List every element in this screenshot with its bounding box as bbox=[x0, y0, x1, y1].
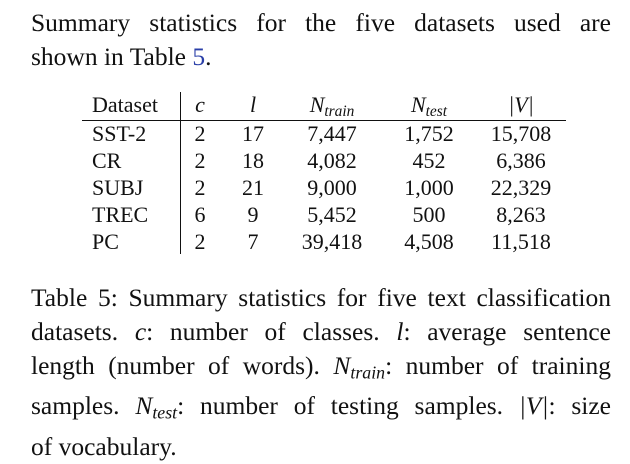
cell-ntrain: 9,000 bbox=[307, 175, 357, 200]
intro-line-2-prefix: shown in Table bbox=[31, 42, 186, 71]
cell-l: 17 bbox=[242, 121, 264, 146]
cell-c: 2 bbox=[194, 229, 206, 254]
cell-ntrain: 7,447 bbox=[307, 121, 357, 146]
cell-vocab: 8,263 bbox=[496, 202, 546, 227]
cell-c: 6 bbox=[194, 202, 206, 227]
caption-text: length (number of words). bbox=[31, 351, 320, 380]
intro-line-2-suffix: . bbox=[205, 42, 212, 71]
intro-line-1: Summary statistics for the five datasets… bbox=[31, 8, 611, 37]
cell-vocab: 22,329 bbox=[490, 175, 552, 200]
caption-math-sub: train bbox=[350, 362, 386, 383]
cell-c: 2 bbox=[194, 175, 206, 200]
cell-ntrain: 39,418 bbox=[301, 229, 363, 254]
cell-ntest: 1,752 bbox=[404, 121, 454, 146]
cell-c: 2 bbox=[194, 148, 206, 173]
cell-ntrain: 4,082 bbox=[307, 148, 357, 173]
caption-math-n: N bbox=[135, 391, 153, 421]
cell-l: 7 bbox=[247, 229, 259, 254]
cell-dataset: SUBJ bbox=[92, 175, 144, 200]
header-ntrain-base: N bbox=[309, 92, 325, 117]
cell-l: 18 bbox=[242, 148, 264, 173]
cell-l: 21 bbox=[242, 175, 264, 200]
table-caption: Table 5: Summary statistics for five tex… bbox=[31, 281, 611, 464]
caption-math-v: |V| bbox=[518, 391, 549, 421]
intro-paragraph: Summary statistics for the five datasets… bbox=[31, 6, 611, 74]
header-ntrain-sub: train bbox=[324, 102, 355, 120]
cell-dataset: PC bbox=[92, 229, 119, 254]
cell-ntest: 452 bbox=[412, 148, 446, 173]
cell-vocab: 11,518 bbox=[491, 229, 551, 254]
caption-text: : number of training bbox=[385, 351, 611, 380]
header-ntest-base: N bbox=[410, 92, 426, 117]
cell-ntrain: 5,452 bbox=[307, 202, 357, 227]
cell-ntest: 1,000 bbox=[404, 175, 454, 200]
caption-line-1: Table 5: Summary statistics for five tex… bbox=[31, 283, 611, 312]
caption-text: datasets. bbox=[31, 317, 119, 346]
caption-text: : average sentence bbox=[403, 317, 611, 346]
caption-text: : number of classes. bbox=[146, 317, 380, 346]
header-ntest: Ntest bbox=[386, 92, 472, 125]
cell-dataset: CR bbox=[92, 148, 122, 173]
caption-math-sub: test bbox=[152, 402, 178, 423]
caption-line-3: length (number of words). Ntrain: number… bbox=[31, 349, 611, 389]
cell-c: 2 bbox=[194, 121, 206, 146]
caption-line-4: samples. Ntest: number of testing sample… bbox=[31, 389, 611, 429]
caption-text: : number of testing samples. bbox=[177, 391, 504, 421]
cell-dataset: TREC bbox=[92, 202, 149, 227]
caption-text: samples. bbox=[31, 391, 120, 421]
header-l: l bbox=[249, 92, 257, 117]
caption-math-l: l bbox=[396, 317, 404, 346]
cell-ntest: 4,508 bbox=[404, 229, 454, 254]
table-header-rule bbox=[82, 120, 566, 122]
header-ntrain: Ntrain bbox=[288, 92, 376, 125]
caption-line-2: datasets. c: number of classes. l: avera… bbox=[31, 315, 611, 349]
header-dataset: Dataset bbox=[92, 92, 158, 117]
caption-math-c: c bbox=[134, 317, 147, 346]
header-c: c bbox=[195, 92, 205, 117]
cell-ntest: 500 bbox=[412, 202, 446, 227]
cell-l: 9 bbox=[247, 202, 259, 227]
cell-vocab: 6,386 bbox=[496, 148, 546, 173]
caption-text: : size bbox=[548, 391, 611, 421]
cell-vocab: 15,708 bbox=[490, 121, 552, 146]
intro-line-2: shown in Table 5. bbox=[31, 40, 611, 74]
caption-line-5: of vocabulary. bbox=[31, 431, 177, 461]
table-reference-link[interactable]: 5 bbox=[192, 42, 206, 71]
table-vertical-rule bbox=[180, 92, 182, 254]
caption-math-n: N bbox=[333, 351, 351, 380]
cell-dataset: SST-2 bbox=[92, 121, 147, 146]
header-vocab: |V| bbox=[508, 92, 534, 117]
header-ntest-sub: test bbox=[425, 102, 448, 120]
